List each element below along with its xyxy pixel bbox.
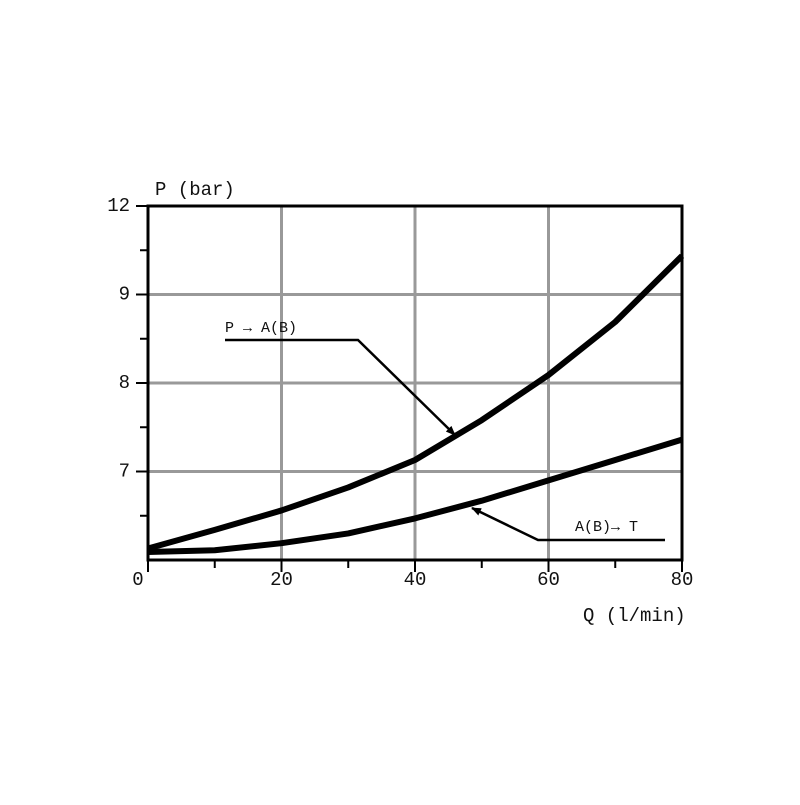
labels: 7 8 9 12 0 20 40 60 80 Q (l/min) P → A(B) A(B)→ T — [107, 195, 693, 627]
y-tick-label: 8 — [119, 372, 130, 394]
series-annotation: P → A(B) — [225, 320, 297, 337]
x-tick-label: 60 — [537, 569, 560, 591]
callout-line — [471, 506, 665, 542]
y-tick-label: 7 — [119, 461, 130, 483]
plot-frame — [146, 204, 684, 562]
y-tick-label: 12 — [107, 195, 130, 217]
x-tick-label: 40 — [404, 569, 427, 591]
x-axis-label: Q (l/min) — [583, 605, 686, 627]
y-axis-label: P (bar) — [155, 179, 235, 201]
series-line — [147, 436, 683, 556]
x-tick-label: 0 — [132, 569, 143, 591]
series-annotation: A(B)→ T — [575, 519, 638, 536]
x-tick-label: 20 — [270, 569, 293, 591]
grid — [136, 204, 684, 572]
y-tick-label: 9 — [119, 284, 130, 306]
series-line — [147, 253, 685, 552]
x-tick-label: 80 — [671, 569, 694, 591]
callout-line — [225, 338, 456, 436]
plot-marks — [147, 253, 685, 556]
